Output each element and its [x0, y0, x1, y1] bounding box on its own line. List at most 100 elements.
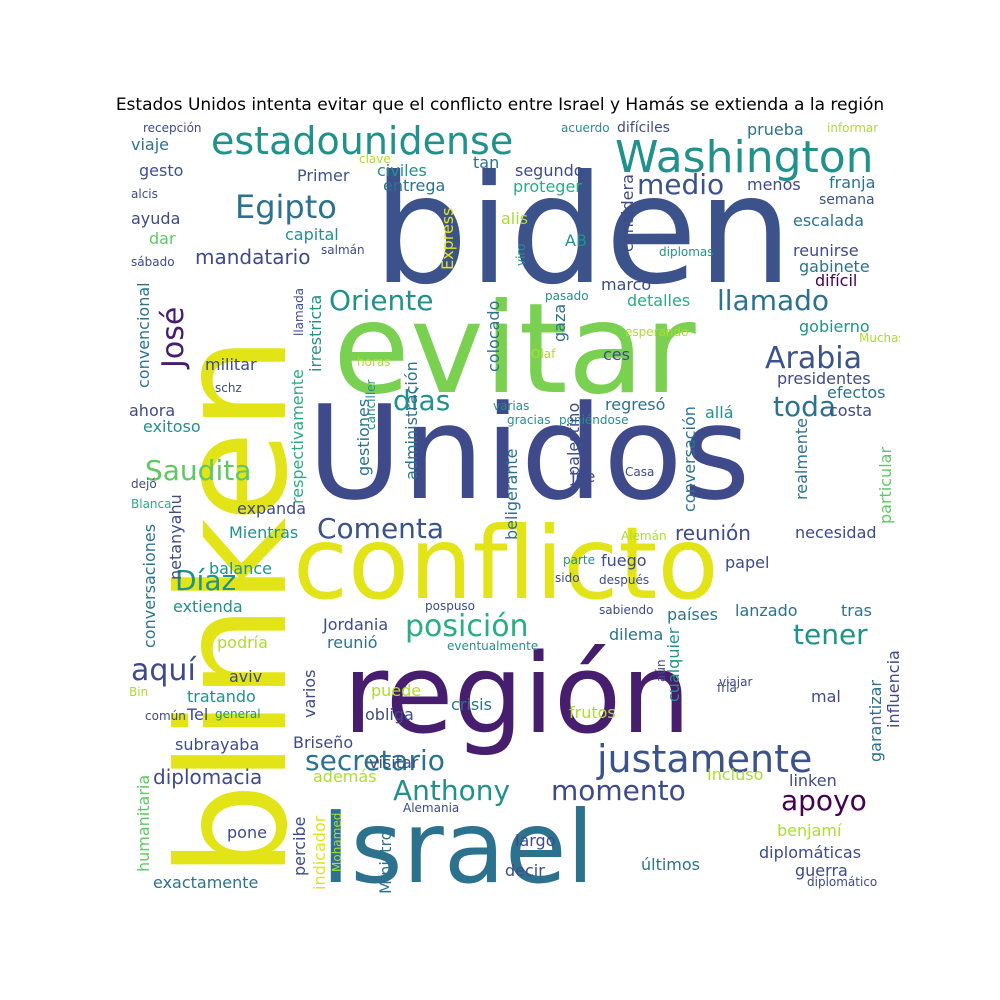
- word-obliga: obliga: [365, 705, 414, 724]
- word-gracias: gracias: [507, 413, 550, 427]
- word-región: región: [343, 630, 691, 758]
- word-poniéndose: poniéndose: [559, 413, 628, 427]
- word-estadounidense: estadounidense: [211, 120, 513, 163]
- word-ayuda: ayuda: [131, 209, 180, 228]
- word-guerra: guerra: [795, 861, 848, 880]
- word-jordania: Jordania: [322, 615, 388, 634]
- word-recepción: recepción: [143, 121, 202, 135]
- word-parte: parte: [563, 553, 595, 567]
- word-dejó: dejó: [131, 477, 157, 491]
- word-esperando: esperando: [625, 325, 689, 339]
- word-tratando: tratando: [187, 687, 256, 706]
- word-mal: mal: [811, 687, 841, 706]
- word-unidos: Unidos: [307, 377, 750, 529]
- word-saudita: Saudita: [145, 454, 251, 487]
- word-alemania: Alemania: [403, 801, 459, 815]
- word-olaf: Olaf: [531, 347, 556, 361]
- word-beligerante: beligerante: [502, 448, 521, 540]
- word-militar: militar: [205, 355, 257, 374]
- word-costa: costa: [829, 401, 872, 420]
- word-alis: alis: [501, 209, 528, 228]
- word-conflicto: conflicto: [293, 505, 719, 622]
- word-general: general: [215, 707, 261, 721]
- word-ces: ces: [603, 345, 630, 364]
- word-regresó: regresó: [605, 395, 665, 414]
- word-ab: AB: [565, 231, 587, 250]
- word-exitoso: exitoso: [143, 417, 201, 436]
- word-considera: considera: [618, 174, 637, 252]
- word-benjamí: benjamí: [777, 821, 842, 840]
- word-mohamed: Mohamed: [330, 813, 344, 872]
- word-mientras: Mientras: [229, 523, 298, 542]
- word-frutos: frutos: [569, 703, 616, 722]
- chart-title: Estados Unidos intenta evitar que el con…: [115, 95, 885, 115]
- word-diplomacia: diplomacia: [153, 765, 262, 789]
- word-conversaciones: conversaciones: [140, 524, 159, 648]
- word-alcis: alcis: [131, 187, 158, 201]
- word-gesto: gesto: [139, 161, 183, 180]
- word-lanzado: lanzado: [735, 601, 798, 620]
- word-biden: biden: [373, 144, 792, 318]
- word-anthony: Anthony: [393, 774, 510, 807]
- word-gaza: gaza: [550, 304, 569, 342]
- word-puede: puede: [371, 681, 421, 700]
- word-horas: horas: [357, 355, 391, 369]
- word-incluso: Incluso: [707, 765, 763, 784]
- word-acuerdo: acuerdo: [561, 121, 610, 135]
- word-países: países: [667, 605, 718, 624]
- word-evitar: evitar: [333, 277, 696, 422]
- word-express: Express: [438, 208, 457, 270]
- word-colocado: colocado: [484, 301, 503, 372]
- word-aviv: aviv: [229, 667, 262, 686]
- word-tan: tan: [473, 153, 499, 172]
- word-schz: schz: [215, 381, 242, 395]
- word-conversación: conversación: [680, 406, 699, 512]
- word-tener: tener: [793, 618, 868, 651]
- word-salmán: salmán: [321, 243, 365, 257]
- word-apoyo: apoyo: [781, 784, 867, 817]
- word-varias: varias: [493, 399, 529, 413]
- word-capital: capital: [285, 225, 339, 244]
- word-difícil: difícil: [815, 271, 857, 290]
- word-muchas: Muchas: [859, 331, 900, 345]
- word-netanyahu: netanyahu: [166, 494, 185, 580]
- word-primer: Primer: [297, 166, 350, 185]
- word-llamada: llamada: [292, 288, 306, 336]
- word-joe: Joe: [570, 467, 595, 486]
- word-difíciles: difíciles: [617, 120, 670, 136]
- word-presidentes: presidentes: [777, 369, 871, 388]
- word-decir: decir: [505, 861, 545, 880]
- word-secretario: secretario: [305, 744, 445, 777]
- word-briseño: Briseño: [293, 733, 353, 752]
- word-humanitaria: humanitaria: [134, 775, 153, 872]
- word-justamente: justamente: [596, 737, 812, 781]
- word-gobierno: gobierno: [799, 317, 870, 336]
- word-sido: sido: [555, 571, 580, 585]
- word-aún: aún: [654, 659, 668, 682]
- word-efectos: efectos: [827, 383, 886, 402]
- word-diplomas: diplomas: [659, 245, 714, 259]
- word-varios: varios: [300, 670, 319, 718]
- word-detalles: detalles: [627, 291, 690, 310]
- word-largo: largo: [515, 831, 556, 850]
- word-respectivamente: respectivamente: [288, 369, 307, 504]
- word-proteger: proteger: [513, 177, 582, 196]
- word-fuego: fuego: [601, 551, 647, 570]
- word-últimos: últimos: [641, 855, 700, 874]
- word-llamado: llamado: [717, 284, 829, 317]
- word-reunió: reunió: [327, 633, 378, 652]
- word-semana: semana: [819, 192, 875, 208]
- word-podría: podría: [217, 633, 268, 652]
- word-palestino: palestino: [564, 403, 583, 476]
- word-arabia: Arabia: [765, 341, 862, 376]
- word-bin: Bin: [129, 685, 148, 699]
- word-pospuso: pospuso: [425, 599, 475, 613]
- word-canciller: canciller: [364, 379, 378, 430]
- word-casa: Casa: [625, 465, 654, 479]
- word-viro: viro: [514, 244, 528, 266]
- word-reunión: reunión: [675, 521, 751, 545]
- word-balance: balance: [209, 559, 272, 578]
- word-ministro: Ministro: [376, 831, 395, 894]
- word-díaz: Díaz: [175, 564, 236, 597]
- word-necesidad: necesidad: [795, 523, 877, 542]
